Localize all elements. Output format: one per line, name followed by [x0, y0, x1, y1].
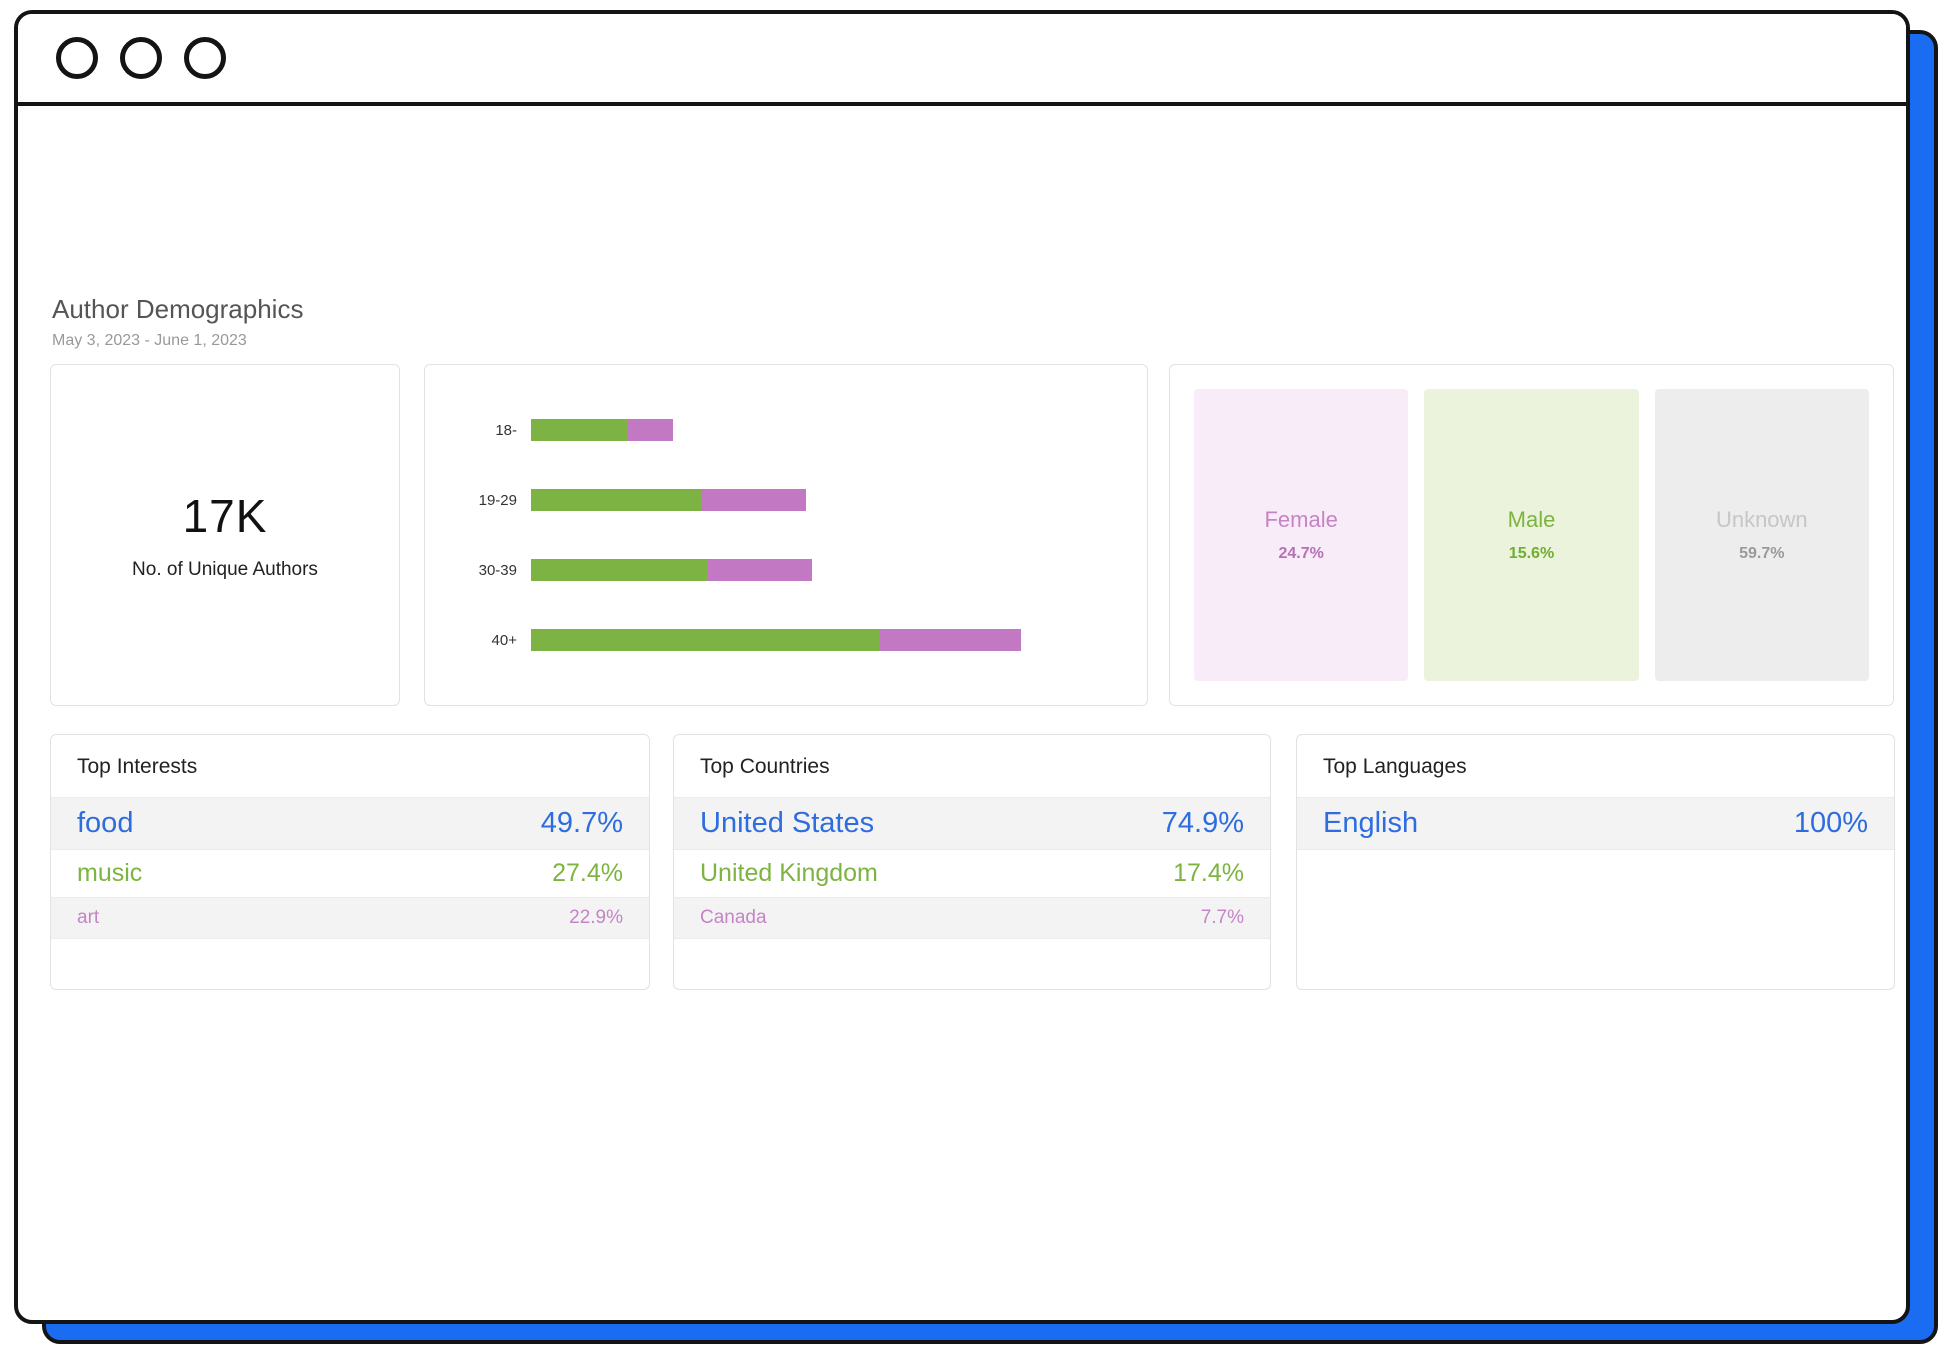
age-bucket-label: 18-	[495, 421, 517, 439]
gender-box-female: Female 24.7%	[1194, 389, 1409, 681]
interest-label: food	[77, 807, 134, 839]
dashboard-content: Author Demographics May 3, 2023 - June 1…	[18, 106, 1906, 1316]
interest-value: 22.9%	[569, 907, 623, 928]
gender-value-female: 24.7%	[1278, 545, 1324, 562]
country-value: 17.4%	[1173, 859, 1244, 887]
language-value: 100%	[1793, 807, 1868, 839]
top-languages-title: Top Languages	[1297, 735, 1894, 798]
list-item[interactable]: United States 74.9%	[674, 798, 1270, 850]
gender-card: Female 24.7% Male 15.6% Unknown 59.7%	[1169, 364, 1894, 706]
unique-authors-label: No. of Unique Authors	[132, 559, 318, 580]
interest-label: art	[77, 907, 100, 928]
top-countries-title: Top Countries	[674, 735, 1270, 798]
age-bar	[531, 419, 1111, 441]
age-chart-row: 30-39	[447, 559, 1111, 581]
interest-label: music	[77, 859, 143, 887]
age-bucket-label: 30-39	[478, 561, 517, 579]
unique-authors-value: 17K	[182, 490, 268, 542]
age-chart-row: 19-29	[447, 489, 1111, 511]
gender-value-male: 15.6%	[1508, 545, 1555, 562]
country-value: 7.7%	[1200, 907, 1244, 928]
gender-label-female: Female	[1264, 507, 1338, 532]
window-button-3[interactable]	[184, 37, 226, 79]
bar-segment-purple	[626, 419, 674, 441]
list-item[interactable]: art 22.9%	[51, 898, 649, 939]
list-item[interactable]: Canada 7.7%	[674, 898, 1270, 939]
top-countries-card: Top Countries United States 74.9% United…	[673, 734, 1271, 990]
bar-segment-green	[531, 419, 627, 441]
age-bucket-label: 40+	[491, 631, 517, 649]
bar-segment-purple	[707, 559, 813, 581]
country-label: United States	[700, 807, 875, 839]
window-button-1[interactable]	[56, 37, 98, 79]
interest-value: 27.4%	[552, 859, 623, 887]
list-item[interactable]: music 27.4%	[51, 850, 649, 898]
gender-label-unknown: Unknown	[1715, 507, 1808, 532]
country-label: United Kingdom	[700, 859, 878, 887]
age-bar	[531, 489, 1111, 511]
age-bar	[531, 559, 1111, 581]
gender-label-male: Male	[1507, 507, 1556, 532]
window-titlebar	[18, 14, 1906, 106]
top-interests-card: Top Interests food 49.7% music 27.4% art…	[50, 734, 650, 990]
bar-segment-green	[531, 489, 703, 511]
age-chart-row: 40+	[447, 629, 1111, 651]
list-item[interactable]: food 49.7%	[51, 798, 649, 850]
bar-segment-purple	[702, 489, 807, 511]
gender-box-unknown: Unknown 59.7%	[1654, 389, 1869, 681]
list-item[interactable]: United Kingdom 17.4%	[674, 850, 1270, 898]
app-window: Author Demographics May 3, 2023 - June 1…	[14, 10, 1910, 1324]
gender-value-unknown: 59.7%	[1739, 545, 1785, 562]
bar-segment-green	[531, 629, 879, 651]
language-label: English	[1323, 807, 1419, 839]
country-label: Canada	[700, 907, 767, 928]
list-item[interactable]: English 100%	[1297, 798, 1894, 850]
page-title: Author Demographics	[52, 294, 304, 324]
date-range: May 3, 2023 - June 1, 2023	[52, 332, 247, 349]
age-distribution-card: 18- 19-29 30-39 40+	[424, 364, 1148, 706]
country-value: 74.9%	[1161, 807, 1244, 839]
unique-authors-card: 17K No. of Unique Authors	[50, 364, 400, 706]
age-bar	[531, 629, 1111, 651]
top-interests-title: Top Interests	[51, 735, 649, 798]
bar-segment-purple	[879, 629, 1022, 651]
window-button-2[interactable]	[120, 37, 162, 79]
age-bucket-label: 19-29	[478, 491, 517, 509]
age-chart-row: 18-	[447, 419, 1111, 441]
interest-value: 49.7%	[540, 807, 623, 839]
top-languages-card: Top Languages English 100%	[1296, 734, 1895, 990]
bar-segment-green	[531, 559, 708, 581]
gender-box-male: Male 15.6%	[1424, 389, 1639, 681]
